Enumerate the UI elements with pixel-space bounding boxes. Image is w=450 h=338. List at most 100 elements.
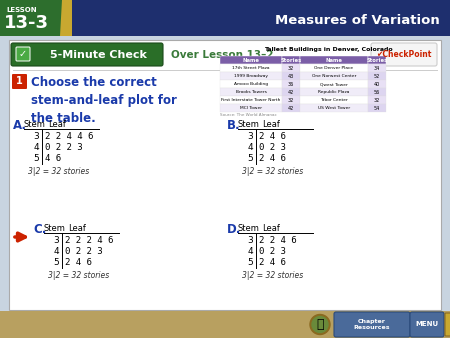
Text: 56: 56 (374, 90, 380, 95)
Text: 0 2 2 3: 0 2 2 3 (45, 143, 83, 152)
Text: Leaf: Leaf (262, 120, 280, 129)
FancyBboxPatch shape (368, 72, 386, 80)
Text: 52: 52 (374, 73, 380, 78)
Text: 🌐: 🌐 (316, 318, 324, 331)
Text: 4: 4 (248, 143, 253, 152)
Text: 43: 43 (288, 73, 294, 78)
Text: Measures of Variation: Measures of Variation (275, 14, 440, 26)
FancyBboxPatch shape (300, 64, 368, 72)
FancyBboxPatch shape (220, 80, 282, 88)
Text: Source: The World Almanac: Source: The World Almanac (220, 113, 277, 117)
Text: Stem: Stem (237, 224, 259, 233)
Text: First Interstate Tower North: First Interstate Tower North (221, 98, 281, 102)
Text: Leaf: Leaf (262, 224, 280, 233)
Text: 5: 5 (53, 258, 59, 267)
Text: ✔CheckPoint: ✔CheckPoint (376, 50, 432, 59)
FancyBboxPatch shape (16, 47, 30, 61)
FancyBboxPatch shape (9, 40, 441, 310)
FancyBboxPatch shape (300, 80, 368, 88)
Text: 40: 40 (374, 81, 380, 87)
FancyBboxPatch shape (220, 56, 282, 64)
Text: C.: C. (33, 223, 46, 236)
Text: Stories: Stories (366, 57, 387, 63)
Text: 2 4 6: 2 4 6 (65, 258, 92, 267)
Text: 3|2 = 32 stories: 3|2 = 32 stories (243, 271, 304, 280)
Text: 13-3: 13-3 (4, 14, 49, 32)
Text: A.: A. (13, 119, 27, 132)
Text: B.: B. (227, 119, 241, 132)
Text: 3|2 = 32 stories: 3|2 = 32 stories (28, 167, 90, 176)
Text: 0 2 3: 0 2 3 (259, 143, 286, 152)
Text: Qwest Tower: Qwest Tower (320, 82, 348, 86)
Text: Tabor Center: Tabor Center (320, 98, 348, 102)
Text: One Denver Place: One Denver Place (315, 66, 354, 70)
FancyBboxPatch shape (0, 311, 450, 338)
FancyBboxPatch shape (368, 88, 386, 96)
Text: 34: 34 (374, 66, 380, 71)
Circle shape (312, 316, 328, 333)
Text: 54: 54 (374, 105, 380, 111)
Text: 2 2 4 6: 2 2 4 6 (259, 236, 297, 245)
FancyBboxPatch shape (368, 56, 386, 64)
Text: D.: D. (227, 223, 241, 236)
FancyBboxPatch shape (410, 312, 444, 337)
Text: 36: 36 (288, 81, 294, 87)
FancyBboxPatch shape (368, 104, 386, 112)
Text: 0 2 2 3: 0 2 2 3 (65, 247, 103, 256)
Text: Name: Name (243, 57, 260, 63)
Text: ✓: ✓ (19, 49, 27, 59)
Text: Stem: Stem (237, 120, 259, 129)
FancyBboxPatch shape (282, 64, 300, 72)
FancyBboxPatch shape (282, 96, 300, 104)
Text: 2 2 2 4 6: 2 2 2 4 6 (65, 236, 113, 245)
FancyBboxPatch shape (368, 96, 386, 104)
FancyBboxPatch shape (11, 43, 163, 66)
Text: 4: 4 (54, 247, 59, 256)
FancyBboxPatch shape (300, 96, 368, 104)
Text: 42: 42 (288, 90, 294, 95)
FancyBboxPatch shape (371, 43, 437, 66)
FancyBboxPatch shape (282, 88, 300, 96)
FancyBboxPatch shape (12, 74, 27, 89)
Text: Amoco Building: Amoco Building (234, 82, 268, 86)
FancyBboxPatch shape (282, 56, 300, 64)
Text: Stories: Stories (280, 57, 302, 63)
Text: 1: 1 (16, 76, 23, 87)
Circle shape (310, 314, 330, 335)
Text: 3: 3 (53, 236, 59, 245)
Text: 5: 5 (33, 154, 39, 163)
Text: 32: 32 (288, 97, 294, 102)
Text: 2 4 6: 2 4 6 (259, 258, 286, 267)
Text: 3: 3 (247, 236, 253, 245)
Text: 32: 32 (288, 66, 294, 71)
FancyBboxPatch shape (282, 104, 300, 112)
Text: Leaf: Leaf (68, 224, 86, 233)
Text: Tallest Buildings in Denver, Colorado: Tallest Buildings in Denver, Colorado (264, 47, 393, 52)
Polygon shape (0, 0, 72, 36)
Text: Leaf: Leaf (48, 120, 66, 129)
Text: 2 4 6: 2 4 6 (259, 132, 286, 141)
Text: LESSON: LESSON (6, 7, 36, 13)
FancyBboxPatch shape (0, 0, 450, 36)
FancyBboxPatch shape (445, 313, 450, 336)
FancyBboxPatch shape (220, 96, 282, 104)
FancyBboxPatch shape (300, 88, 368, 96)
Polygon shape (60, 0, 72, 36)
Text: 4 6: 4 6 (45, 154, 61, 163)
Text: 3: 3 (33, 132, 39, 141)
FancyBboxPatch shape (334, 312, 410, 337)
Text: 3: 3 (247, 132, 253, 141)
Text: 32: 32 (374, 97, 380, 102)
Text: Stem: Stem (43, 224, 65, 233)
FancyBboxPatch shape (282, 80, 300, 88)
Text: MENU: MENU (415, 321, 439, 328)
Text: 2 2 4 4 6: 2 2 4 4 6 (45, 132, 94, 141)
FancyBboxPatch shape (220, 88, 282, 96)
Text: 4: 4 (33, 143, 39, 152)
Text: 17th Street Plaza: 17th Street Plaza (232, 66, 270, 70)
Text: Chapter
Resources: Chapter Resources (354, 319, 390, 330)
Text: Choose the correct
stem-and-leaf plot for
the table.: Choose the correct stem-and-leaf plot fo… (31, 76, 177, 125)
FancyBboxPatch shape (300, 104, 368, 112)
Text: 3|2 = 32 stories: 3|2 = 32 stories (243, 167, 304, 176)
Text: 42: 42 (288, 105, 294, 111)
